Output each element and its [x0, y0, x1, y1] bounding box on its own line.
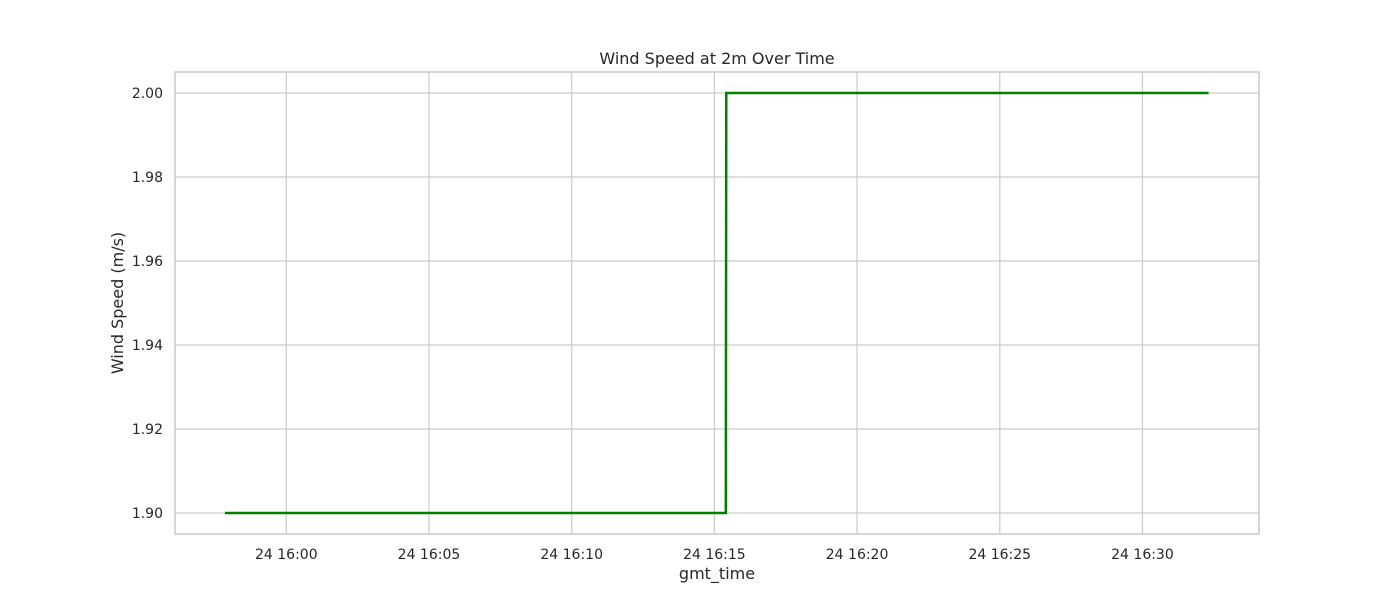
chart-title: Wind Speed at 2m Over Time: [599, 49, 834, 68]
series-line: [224, 91, 1209, 515]
x-tick-label: 24 16:30: [1111, 547, 1174, 563]
y-tick-label: 1.90: [132, 506, 163, 522]
y-tick-label: 1.98: [132, 170, 163, 186]
y-tick-labels: 1.90 1.92 1.94 1.96 1.98 2.00: [132, 86, 163, 522]
x-tick-labels: 24 16:00 24 16:05 24 16:10 24 16:15 24 16:20…: [255, 547, 1174, 563]
plot-frame: [174, 71, 1260, 535]
x-tick-label: 24 16:25: [968, 547, 1031, 563]
y-tick-label: 2.00: [132, 86, 163, 102]
grid: [175, 72, 1259, 534]
y-axis-label: Wind Speed (m/s): [108, 232, 127, 374]
y-tick-label: 1.96: [132, 254, 163, 270]
x-axis-label: gmt_time: [679, 564, 755, 584]
x-tick-label: 24 16:20: [826, 547, 889, 563]
x-tick-label: 24 16:00: [255, 547, 318, 563]
x-tick-label: 24 16:10: [540, 547, 603, 563]
x-tick-label: 24 16:05: [398, 547, 461, 563]
x-tick-label: 24 16:15: [683, 547, 746, 563]
series-layer: [224, 91, 1209, 515]
y-tick-label: 1.94: [132, 338, 163, 354]
y-tick-label: 1.92: [132, 422, 163, 438]
